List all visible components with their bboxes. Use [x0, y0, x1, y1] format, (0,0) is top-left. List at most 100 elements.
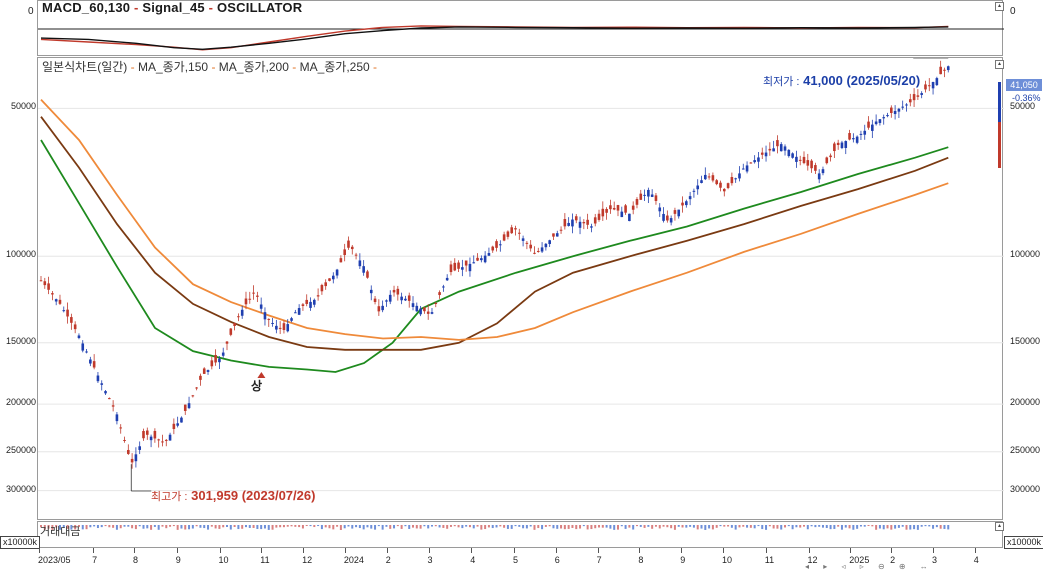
x-tick-label: 4 — [470, 555, 476, 565]
volume-bar — [920, 525, 923, 527]
candle-body — [886, 115, 889, 117]
volume-bar — [844, 525, 847, 528]
volume-bar — [271, 525, 274, 530]
volume-bar — [381, 525, 384, 530]
macd-plot — [38, 25, 1004, 51]
volume-bar — [943, 525, 946, 529]
volume-bar — [184, 525, 187, 530]
volume-bar — [336, 525, 339, 527]
macd-panel-toggle[interactable]: ▴ — [995, 2, 1004, 11]
volume-bar — [658, 525, 661, 529]
volume-bar — [761, 525, 764, 530]
candle-body — [54, 299, 58, 302]
candle-body — [829, 155, 832, 158]
volume-bar — [377, 525, 380, 527]
candle-body — [237, 316, 240, 318]
y-tick-label: 250000 — [1010, 444, 1041, 455]
candle-body — [931, 81, 935, 89]
volume-bar — [613, 525, 616, 530]
candle-body — [423, 307, 426, 312]
candle-body — [510, 227, 514, 234]
volume-bar — [461, 525, 464, 529]
candle-body — [658, 207, 662, 212]
candle-body — [741, 168, 745, 170]
volume-bar — [176, 525, 179, 530]
candle-body — [58, 299, 62, 304]
volume-bar — [643, 525, 646, 528]
candle-body — [259, 304, 263, 309]
candle-body — [335, 269, 339, 276]
volume-bar — [199, 525, 202, 528]
candle-body — [946, 66, 950, 71]
x-tick-label: 10 — [722, 555, 733, 565]
y-tick-label: 100000 — [5, 249, 36, 260]
candle-body — [707, 176, 711, 178]
ma-line-0 — [40, 139, 949, 373]
volume-bar — [138, 525, 141, 527]
volume-bar — [218, 525, 221, 529]
volume-bar — [355, 525, 358, 528]
volume-bar — [484, 525, 487, 530]
volume-bar — [727, 525, 730, 527]
volume-bar — [859, 525, 862, 527]
volume-bar — [882, 525, 885, 530]
volume-bar — [40, 525, 42, 528]
volume-bar — [468, 525, 471, 528]
volume-bar — [932, 525, 935, 529]
candle-body — [601, 208, 605, 217]
macd-zero-right: 0 — [1010, 6, 1016, 17]
volume-bar — [279, 525, 282, 528]
volume-bar — [548, 525, 551, 527]
candle-body — [142, 430, 145, 439]
candle-body — [70, 317, 73, 323]
volume-bar — [533, 525, 536, 530]
volume-bar — [362, 525, 365, 530]
volume-bar — [180, 525, 183, 529]
volume-bar — [696, 525, 699, 530]
volume-bar — [55, 525, 58, 528]
candle-body — [108, 398, 111, 400]
candle-body — [183, 404, 187, 411]
volume-bar — [408, 525, 411, 529]
volume-panel-toggle[interactable]: ▴ — [995, 522, 1004, 531]
x-tick-label: 7 — [596, 555, 602, 565]
volume-bar — [616, 525, 619, 530]
volume-bar — [222, 525, 225, 528]
volume-bar — [43, 525, 46, 530]
volume-bar — [301, 525, 304, 529]
volume-bar — [339, 525, 342, 530]
x-tick-label: 11 — [260, 555, 270, 565]
volume-bar — [214, 525, 217, 529]
candle-body — [313, 299, 316, 305]
candle-body — [119, 427, 123, 429]
y-tick-label: 200000 — [1010, 397, 1041, 408]
candle-body — [240, 309, 244, 316]
volume-bar — [757, 525, 760, 527]
volume-bar — [537, 525, 540, 529]
toolbar-icons[interactable]: ◂ ▸ ◃ ▹ ⊖ ⊕ ↔ — [805, 562, 934, 571]
volume-bar — [191, 525, 194, 529]
volume-bar — [609, 525, 612, 529]
price-panel-toggle[interactable]: ▴ — [995, 60, 1004, 69]
volume-bar — [453, 525, 456, 527]
volume-bar — [400, 525, 403, 529]
candle-body — [635, 199, 639, 205]
candle-body — [271, 322, 274, 324]
volume-bar — [594, 525, 597, 529]
volume-bar — [465, 525, 468, 527]
candle-body — [874, 121, 878, 125]
volume-bar — [947, 525, 950, 530]
volume-bar — [419, 525, 422, 529]
macd-title: MACD_60,130 - Signal_45 - OSCILLATOR — [42, 0, 303, 15]
signal-label: 상 — [251, 379, 263, 393]
candle-body — [711, 175, 715, 181]
candle-body — [480, 258, 483, 261]
volume-bar — [165, 525, 168, 529]
candle-body — [666, 215, 669, 221]
y-tick-label: 50000 — [10, 101, 36, 112]
candle-body — [195, 387, 198, 389]
volume-bar — [153, 525, 156, 527]
candle-body — [555, 233, 559, 237]
candle-body — [343, 249, 346, 256]
volume-bar — [51, 525, 54, 530]
